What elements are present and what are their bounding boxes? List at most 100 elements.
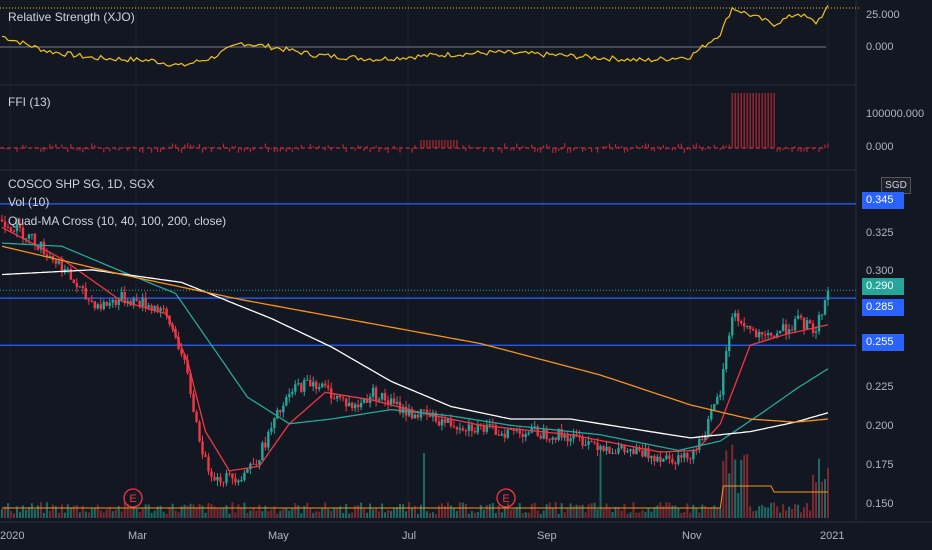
hline-badge-0345[interactable]: 0.345 — [862, 192, 904, 209]
candle-body — [781, 324, 785, 331]
volume-bar — [557, 513, 560, 518]
candle-body — [635, 447, 638, 455]
volume-bar — [90, 508, 93, 518]
candle-body — [632, 449, 635, 455]
volume-bar — [120, 511, 123, 518]
candle-body — [186, 359, 189, 374]
ffi-bar — [522, 145, 524, 148]
candle-body — [84, 288, 87, 300]
ffi-bar — [94, 144, 96, 148]
volume-bar — [216, 508, 219, 518]
ffi-bar — [782, 148, 784, 151]
ffi-bar — [300, 144, 302, 148]
candle-body — [48, 256, 52, 258]
ffi-bar — [79, 148, 81, 151]
ffi-bar — [282, 148, 284, 150]
candle-body — [15, 223, 19, 232]
ffi-bar — [758, 93, 760, 148]
candle-body — [698, 438, 701, 450]
ffi-bar — [794, 146, 796, 148]
ffi-bar — [543, 145, 545, 148]
volume-bar — [213, 506, 216, 518]
volume-bar — [494, 512, 497, 518]
volume-bar — [683, 511, 686, 518]
candle-body — [60, 261, 64, 273]
ffi-bar — [519, 148, 521, 151]
volume-bar — [461, 502, 464, 518]
volume-bar — [339, 506, 342, 518]
volume-bar — [806, 503, 809, 518]
ffi-bar — [468, 145, 470, 148]
ffi-bar — [177, 148, 180, 152]
candle-body — [434, 412, 438, 422]
volume-bar — [575, 504, 578, 518]
volume-bar — [138, 511, 141, 518]
price-tick-0300: 0.300 — [866, 265, 894, 277]
volume-bar — [189, 503, 192, 518]
candle-body — [410, 408, 414, 419]
ffi-bar — [596, 148, 599, 153]
candle-body — [787, 329, 791, 335]
candle-body — [216, 477, 219, 481]
volume-bar — [207, 502, 210, 518]
candle-body — [165, 308, 168, 316]
volume-bar — [102, 512, 105, 518]
hline-badge-0255[interactable]: 0.255 — [862, 334, 904, 351]
ffi-bar — [635, 145, 638, 148]
volume-bar — [108, 506, 111, 518]
volume-bar — [458, 502, 461, 518]
ffi-bar — [761, 93, 763, 148]
hline-badge-0285[interactable]: 0.285 — [862, 299, 904, 316]
candle-body — [817, 315, 821, 332]
ffi-bar — [7, 148, 9, 150]
ffi-bar — [64, 148, 66, 149]
volume-bar — [267, 511, 270, 518]
candle-body — [509, 428, 512, 430]
candle-body — [264, 442, 267, 448]
ffi-bar — [483, 148, 485, 153]
ffi-bar — [692, 144, 694, 148]
candle-body — [524, 434, 527, 437]
ffi-bar — [91, 143, 93, 148]
candle-body — [282, 405, 285, 413]
candle-body — [279, 409, 282, 413]
volume-bar — [425, 511, 428, 518]
ffi-bar — [683, 148, 685, 153]
ma-line-2 — [1, 269, 829, 439]
candle-body — [347, 402, 351, 407]
ffi-bar — [561, 148, 563, 151]
volume-bar — [710, 507, 713, 518]
ffi-bar — [492, 148, 494, 153]
ffi-bar — [192, 145, 195, 148]
volume-bar — [321, 507, 324, 518]
volume-bar — [333, 508, 336, 518]
ffi-bar — [85, 148, 87, 150]
candle-body — [0, 219, 4, 222]
x-tick-may: May — [268, 530, 289, 542]
candle-body — [294, 384, 297, 392]
ffi-bar — [435, 140, 437, 148]
volume-bar — [488, 504, 491, 518]
candle-body — [488, 424, 492, 426]
volume-bar — [183, 504, 186, 518]
volume-bar — [521, 513, 524, 518]
volume-bar — [512, 508, 515, 518]
candle-body — [371, 387, 375, 397]
volume-bar — [309, 507, 312, 518]
volume-bar — [141, 507, 144, 518]
ffi-bar — [189, 144, 192, 148]
candle-body — [784, 324, 788, 335]
volume-bar — [470, 511, 473, 518]
volume-bar — [198, 503, 201, 518]
ffi-bar — [58, 148, 60, 149]
ffi-bar — [411, 148, 413, 153]
ffi-bar — [626, 148, 629, 152]
ffi-bar — [40, 148, 42, 153]
volume-bar — [728, 473, 731, 518]
candle-body — [27, 234, 31, 239]
volume-bar — [240, 508, 243, 518]
candle-body — [443, 419, 447, 423]
volume-bar — [437, 505, 440, 518]
candle-body — [249, 463, 252, 470]
